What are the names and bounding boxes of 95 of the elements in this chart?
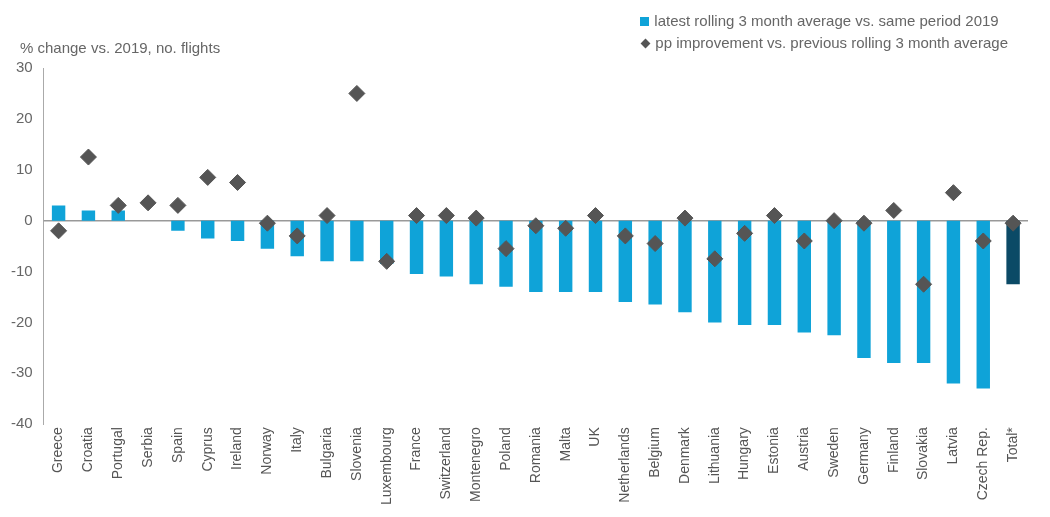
point (855, 214, 873, 232)
x-tick-label: Finland (884, 427, 901, 474)
point (378, 252, 396, 270)
point (765, 207, 783, 225)
x-tick-label: Netherlands (616, 427, 633, 503)
bar (201, 220, 215, 239)
point (557, 219, 575, 237)
bar (588, 220, 603, 292)
x-tick-label: Slovenia (347, 426, 364, 481)
point (527, 217, 545, 235)
point (915, 275, 933, 293)
y-tick-label: -20 (10, 312, 33, 330)
legend-label: pp improvement vs. previous rolling 3 month average (655, 34, 1008, 51)
x-tick-label: UK (586, 426, 603, 447)
x-tick-label: Greece (49, 426, 66, 474)
x-tick-label: Lithuania (705, 426, 722, 484)
x-tick-label: Austria (795, 426, 812, 471)
bar (946, 220, 961, 384)
bar (81, 210, 96, 221)
bar (469, 220, 483, 285)
point (348, 84, 366, 102)
legend-label: latest rolling 3 month average vs. same period 2019 (654, 12, 999, 29)
point (50, 222, 68, 240)
bar (708, 220, 722, 323)
point (229, 173, 247, 191)
point (736, 224, 754, 242)
bar (171, 220, 185, 231)
bar (678, 220, 692, 313)
y-tick-label: 20 (15, 109, 33, 127)
point (885, 201, 903, 219)
point (109, 196, 127, 214)
point (408, 207, 426, 225)
bar (51, 205, 66, 221)
x-tick-label: Hungary (735, 427, 752, 481)
point (318, 207, 336, 225)
bar (320, 220, 334, 262)
point (288, 227, 306, 245)
x-tick-label: Belgium (646, 427, 663, 478)
y-tick-label: -10 (10, 261, 33, 279)
x-tick-label: Malta (556, 426, 573, 462)
bar (439, 220, 454, 277)
bar (350, 220, 364, 262)
x-tick-label: Cyprus (198, 427, 215, 472)
x-tick-label: Italy (288, 427, 305, 453)
bar (767, 220, 782, 325)
x-tick-label: Switzerland (437, 427, 454, 500)
point (199, 168, 217, 186)
point (795, 232, 813, 250)
x-tick-label: Czech Rep. (974, 427, 991, 501)
y-tick-label: 10 (15, 159, 33, 177)
point (169, 196, 187, 214)
x-tick-label: Romania (526, 426, 543, 484)
x-tick-label: Sweden (824, 427, 841, 478)
x-tick-label: Estonia (765, 426, 782, 474)
point (825, 212, 843, 230)
point (437, 207, 455, 225)
y-tick-label: 30 (15, 58, 33, 76)
point (646, 235, 664, 253)
bar (409, 220, 424, 275)
point (974, 232, 992, 250)
x-tick-label: Bulgaria (317, 426, 334, 479)
point (587, 207, 604, 225)
y-axis-title: % change vs. 2019, no. flights (20, 38, 221, 56)
point (467, 209, 485, 227)
bar (887, 220, 901, 364)
point (706, 250, 724, 268)
x-tick-label: Denmark (675, 426, 692, 484)
point (944, 184, 962, 202)
point (258, 214, 276, 232)
x-tick-label: Montenegro (467, 426, 484, 502)
y-tick-label: 0 (24, 210, 33, 228)
y-tick-label: -40 (10, 414, 33, 432)
x-tick-label: Ireland (228, 427, 245, 470)
point (616, 227, 634, 245)
x-tick-label: Poland (496, 427, 513, 471)
point (497, 240, 515, 258)
x-tick-label: Luxembourg (377, 427, 394, 505)
x-tick-label: Germany (854, 427, 871, 485)
point (1004, 214, 1022, 232)
x-tick-label: Spain (168, 427, 185, 463)
x-tick-label: France (407, 426, 424, 471)
bar (976, 220, 990, 389)
x-tick-label: Serbia (138, 426, 155, 468)
point (676, 209, 694, 227)
x-tick-label: Slovakia (914, 426, 931, 481)
point (139, 194, 157, 212)
x-tick-label: Latvia (944, 426, 961, 465)
x-tick-label: Portugal (109, 427, 126, 480)
x-tick-label: Total* (1003, 426, 1020, 463)
x-tick-label: Croatia (79, 426, 96, 473)
bar (827, 220, 841, 336)
point (79, 148, 97, 166)
bar (230, 220, 245, 241)
x-tick-label: Norway (258, 427, 275, 475)
y-tick-label: -30 (10, 363, 33, 381)
